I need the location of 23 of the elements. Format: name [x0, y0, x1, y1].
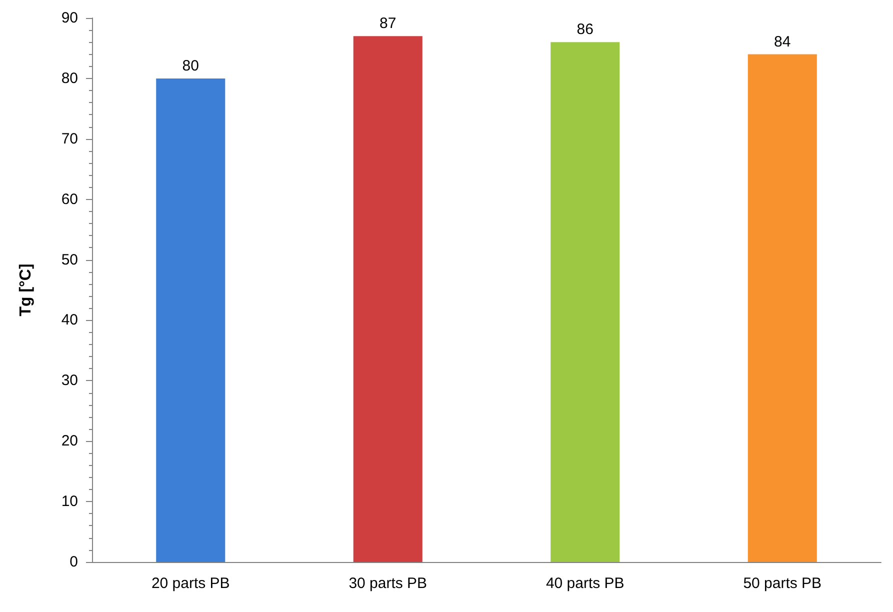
y-tick-label: 20 [61, 432, 78, 450]
y-tick-label: 90 [61, 10, 78, 26]
bar [353, 36, 422, 562]
data-label: 84 [774, 33, 791, 50]
y-tick-label: 80 [61, 70, 78, 87]
y-tick-label: 40 [61, 312, 78, 329]
data-label: 80 [182, 57, 199, 74]
data-label: 87 [380, 15, 396, 32]
y-tick-label: 30 [61, 372, 78, 390]
y-tick-label: 70 [61, 130, 78, 148]
y-tick-label: 60 [61, 190, 78, 208]
x-tick-label: 20 parts PB [151, 575, 230, 592]
y-tick-label: 10 [61, 493, 78, 510]
y-tick-label: 50 [61, 251, 78, 268]
x-tick-label: 30 parts PB [348, 575, 428, 592]
x-tick-label: 50 parts PB [743, 575, 822, 592]
y-axis-title: Tg [°C] [18, 264, 34, 316]
bar [550, 42, 620, 562]
bar [748, 54, 817, 562]
bar [156, 78, 226, 562]
data-label: 86 [576, 21, 594, 38]
x-tick-label: 40 parts PB [546, 575, 624, 592]
y-tick-label: 0 [70, 554, 78, 570]
